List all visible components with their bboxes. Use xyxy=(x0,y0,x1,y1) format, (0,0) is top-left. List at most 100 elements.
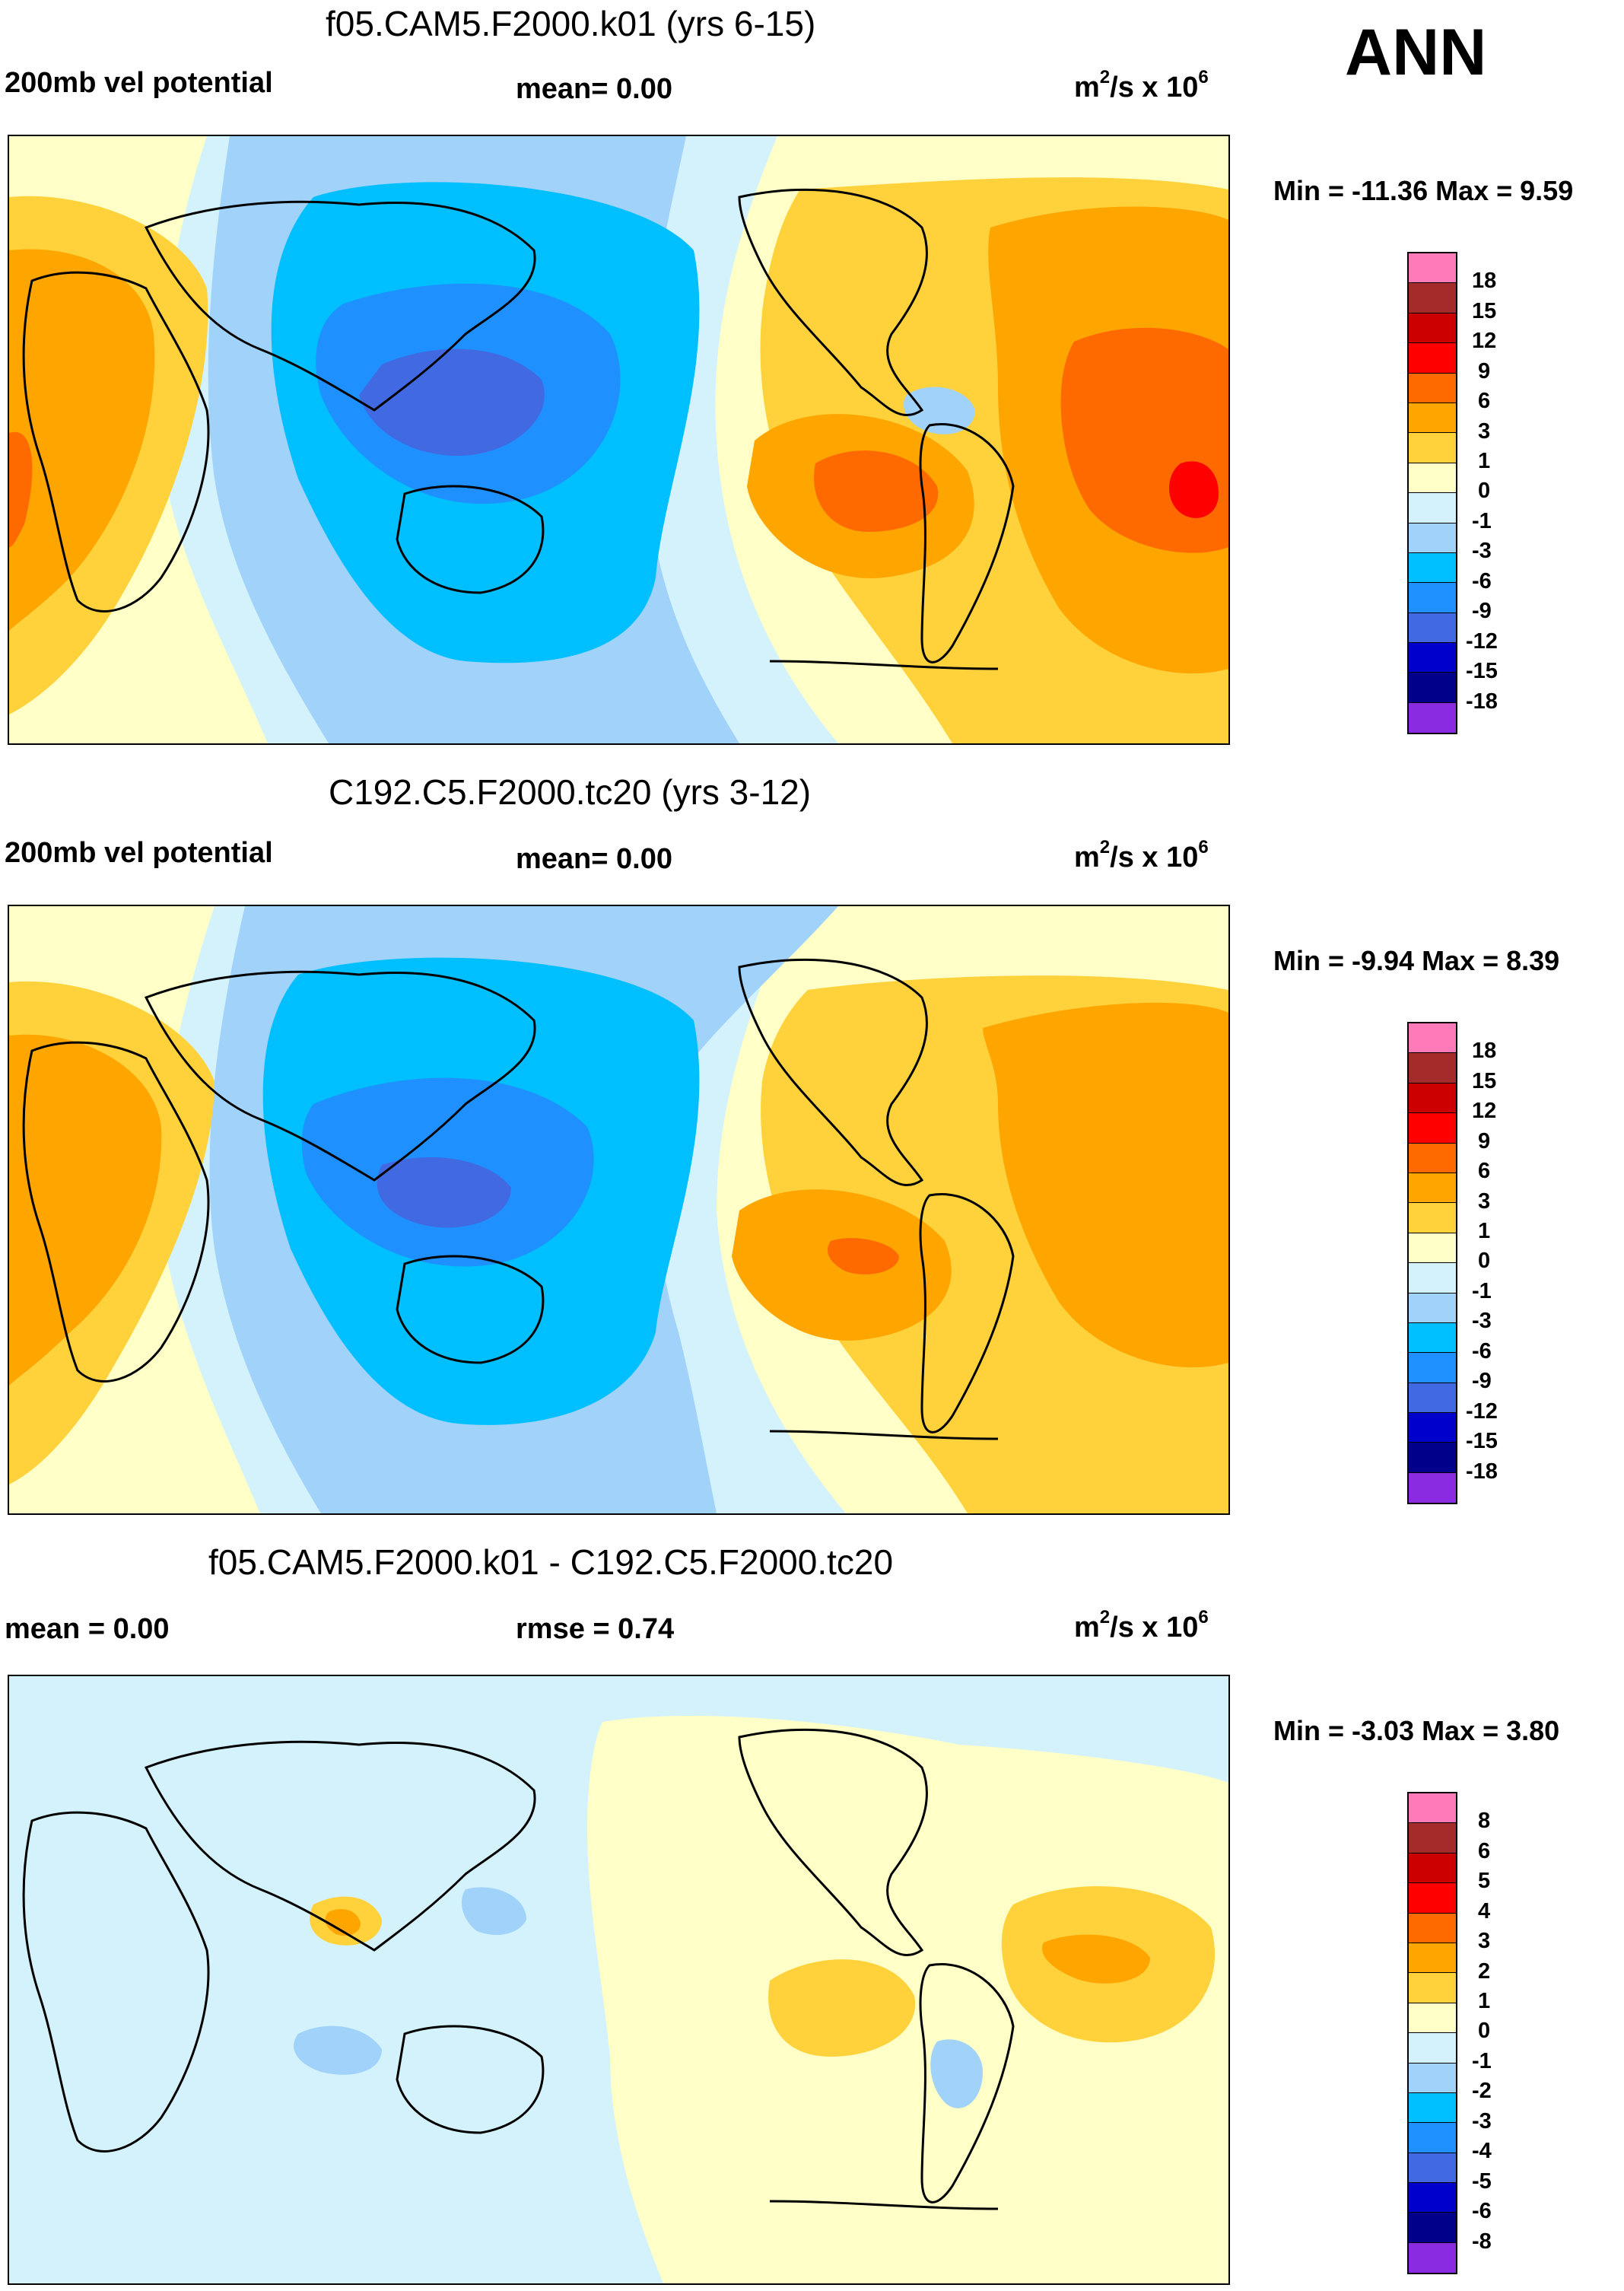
colorbar-label: 3 xyxy=(1478,419,1491,444)
colorbar-label: 6 xyxy=(1478,1159,1491,1183)
colorbar-label: -12 xyxy=(1466,1399,1498,1424)
colorbar-label: 1 xyxy=(1478,449,1491,473)
panel1-swatch xyxy=(1409,463,1456,494)
panel3-swatch xyxy=(1409,1943,1456,1974)
panel2-units-label: m2/s x 106 xyxy=(1074,837,1209,874)
colorbar-label: 3 xyxy=(1478,1929,1491,1953)
colorbar-label: -8 xyxy=(1472,2229,1492,2254)
colorbar-label: 6 xyxy=(1478,389,1491,413)
colorbar-label: 15 xyxy=(1472,1069,1497,1093)
panel2-swatch xyxy=(1409,1023,1456,1054)
panel3-swatch xyxy=(1409,2242,1456,2273)
panel2-swatch xyxy=(1409,1293,1456,1323)
panel2-minmax: Min = -9.94 Max = 8.39 xyxy=(1273,945,1560,976)
panel3-swatch xyxy=(1409,1853,1456,1884)
panel2-swatch xyxy=(1409,1173,1456,1204)
panel2-mean-label: mean= 0.00 xyxy=(516,843,672,875)
panel2-swatch xyxy=(1409,1353,1456,1383)
colorbar-label: -5 xyxy=(1472,2169,1492,2194)
panel1-swatch xyxy=(1409,702,1456,733)
panel2-title: C192.C5.F2000.tc20 (yrs 3-12) xyxy=(329,772,812,812)
colorbar-label: 12 xyxy=(1472,329,1497,353)
panel3-swatch xyxy=(1409,1973,1456,2003)
panel1-title: f05.CAM5.F2000.k01 (yrs 6-15) xyxy=(326,4,816,43)
panel1-colorbar xyxy=(1407,252,1457,735)
panel2-swatch xyxy=(1409,1443,1456,1473)
colorbar-label: 18 xyxy=(1472,269,1497,293)
colorbar-label: 12 xyxy=(1472,1099,1497,1123)
colorbar-label: -6 xyxy=(1472,569,1492,593)
panel1-field-label: 200mb vel potential xyxy=(5,67,273,99)
colorbar-label: -2 xyxy=(1472,2079,1492,2103)
colorbar-label: 18 xyxy=(1472,1039,1497,1063)
colorbar-label: 1 xyxy=(1478,1219,1491,1243)
colorbar-label: -1 xyxy=(1472,509,1492,533)
colorbar-label: 15 xyxy=(1472,299,1497,323)
colorbar-label: -15 xyxy=(1466,1429,1498,1453)
colorbar-label: -18 xyxy=(1466,689,1498,714)
season-label: ANN xyxy=(1345,16,1487,89)
colorbar-label: -3 xyxy=(1472,539,1492,563)
panel3-swatch xyxy=(1409,2033,1456,2063)
panel2-swatch xyxy=(1409,1263,1456,1293)
panel3-swatch xyxy=(1409,2063,1456,2093)
colorbar-label: 3 xyxy=(1478,1189,1491,1214)
panel3-swatch xyxy=(1409,2183,1456,2213)
panel3-title: f05.CAM5.F2000.k01 - C192.C5.F2000.tc20 xyxy=(208,1542,894,1582)
colorbar-label: -9 xyxy=(1472,1369,1492,1393)
colorbar-label: 0 xyxy=(1478,2019,1491,2043)
panel1-swatch xyxy=(1409,343,1456,374)
colorbar-label: -6 xyxy=(1472,2199,1492,2223)
colorbar-label: 8 xyxy=(1478,1809,1491,1833)
panel3-colorbar xyxy=(1407,1792,1457,2275)
panel1-swatch xyxy=(1409,673,1456,703)
colorbar-label: -3 xyxy=(1472,1309,1492,1333)
panel1-swatch xyxy=(1409,373,1456,403)
panel3-swatch xyxy=(1409,2092,1456,2124)
panel3-map xyxy=(8,1675,1230,2285)
panel1-mean-label: mean= 0.00 xyxy=(516,73,672,105)
colorbar-label: 0 xyxy=(1478,479,1491,503)
panel3-mean-label: mean = 0.00 xyxy=(5,1613,170,1645)
panel3-units-label: m2/s x 106 xyxy=(1074,1607,1209,1644)
panel1-swatch xyxy=(1409,433,1456,463)
panel2-swatch xyxy=(1409,1113,1456,1144)
panel1-swatch xyxy=(1409,493,1456,523)
panel3-rmse-label: rmse = 0.74 xyxy=(516,1613,675,1645)
panel2-colorbar xyxy=(1407,1022,1457,1505)
panel2-swatch xyxy=(1409,1472,1456,1503)
colorbar-label: -12 xyxy=(1466,629,1498,654)
panel2-swatch xyxy=(1409,1383,1456,1414)
colorbar-label: -4 xyxy=(1472,2139,1492,2163)
panel1-swatch xyxy=(1409,613,1456,644)
colorbar-label: 0 xyxy=(1478,1249,1491,1273)
panel3-swatch xyxy=(1409,2003,1456,2034)
panel1-swatch xyxy=(1409,583,1456,613)
colorbar-label: -18 xyxy=(1466,1459,1498,1484)
panel1-swatch xyxy=(1409,253,1456,284)
panel2-swatch xyxy=(1409,1233,1456,1264)
colorbar-label: -6 xyxy=(1472,1339,1492,1363)
colorbar-label: -3 xyxy=(1472,2109,1492,2133)
colorbar-label: 9 xyxy=(1478,1129,1491,1153)
colorbar-label: 4 xyxy=(1478,1899,1491,1923)
colorbar-label: -15 xyxy=(1466,659,1498,683)
panel2-swatch xyxy=(1409,1143,1456,1173)
panel2-map xyxy=(8,905,1230,1515)
panel1-map xyxy=(8,135,1230,745)
panel1-swatch xyxy=(1409,313,1456,344)
panel1-minmax: Min = -11.36 Max = 9.59 xyxy=(1273,175,1574,206)
panel3-swatch xyxy=(1409,2213,1456,2243)
panel3-minmax: Min = -3.03 Max = 3.80 xyxy=(1273,1715,1560,1746)
colorbar-label: 6 xyxy=(1478,1839,1491,1863)
panel2-swatch xyxy=(1409,1322,1456,1354)
panel3-swatch xyxy=(1409,1883,1456,1914)
panel1-swatch xyxy=(1409,403,1456,434)
panel3-swatch xyxy=(1409,1913,1456,1943)
panel2-swatch xyxy=(1409,1053,1456,1083)
panel3-swatch xyxy=(1409,1823,1456,1853)
panel3-swatch xyxy=(1409,2123,1456,2153)
panel2-swatch xyxy=(1409,1413,1456,1443)
panel1-swatch xyxy=(1409,523,1456,553)
panel1-swatch xyxy=(1409,643,1456,673)
